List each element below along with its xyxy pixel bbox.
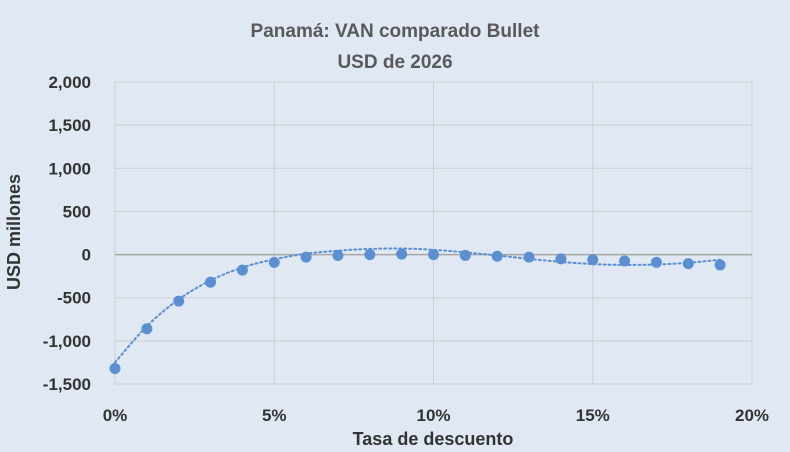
data-point xyxy=(236,264,248,276)
data-point xyxy=(205,276,217,288)
data-point xyxy=(459,249,471,261)
y-tick-label: -1,000 xyxy=(43,332,91,351)
chart-title: Panamá: VAN comparado Bullet xyxy=(251,21,541,42)
y-tick-label: 0 xyxy=(82,246,91,265)
data-point xyxy=(300,251,312,263)
data-point xyxy=(332,249,344,261)
y-tick-label: 1,000 xyxy=(48,159,91,178)
data-point xyxy=(619,255,631,267)
data-point xyxy=(141,323,153,335)
data-point xyxy=(268,256,280,268)
data-point xyxy=(173,295,185,307)
x-tick-label: 5% xyxy=(262,406,287,425)
data-point xyxy=(523,251,535,263)
x-tick-label: 10% xyxy=(416,406,450,425)
data-point xyxy=(682,258,694,270)
data-point xyxy=(109,362,121,374)
y-tick-label: -1,500 xyxy=(43,375,91,394)
data-point xyxy=(650,256,662,268)
data-point xyxy=(491,250,503,262)
data-point xyxy=(396,248,408,260)
gridlines xyxy=(114,81,753,385)
trendline xyxy=(114,247,722,364)
x-tick-label: 0% xyxy=(103,406,128,425)
data-point xyxy=(555,253,567,265)
data-point xyxy=(714,259,726,271)
y-tick-label: 1,500 xyxy=(48,116,91,135)
chart-subtitle: USD de 2026 xyxy=(337,52,452,73)
x-axis-label: Tasa de descuento xyxy=(353,429,514,449)
y-tick-label: 500 xyxy=(63,202,91,221)
x-tick-label: 15% xyxy=(576,406,610,425)
data-point xyxy=(364,249,376,261)
y-axis-label: USD millones xyxy=(4,174,24,290)
x-tick-label: 20% xyxy=(735,406,769,425)
data-points xyxy=(109,248,726,374)
data-point xyxy=(428,249,439,261)
tick-labels: 2,000 1,500 1,000 500 0 -500 -1,000 -1,500 0% 5% 1… xyxy=(43,73,769,425)
trendline-path xyxy=(114,247,722,364)
data-point xyxy=(587,254,599,266)
y-tick-label: 2,000 xyxy=(48,73,91,92)
y-tick-label: -500 xyxy=(57,289,91,308)
